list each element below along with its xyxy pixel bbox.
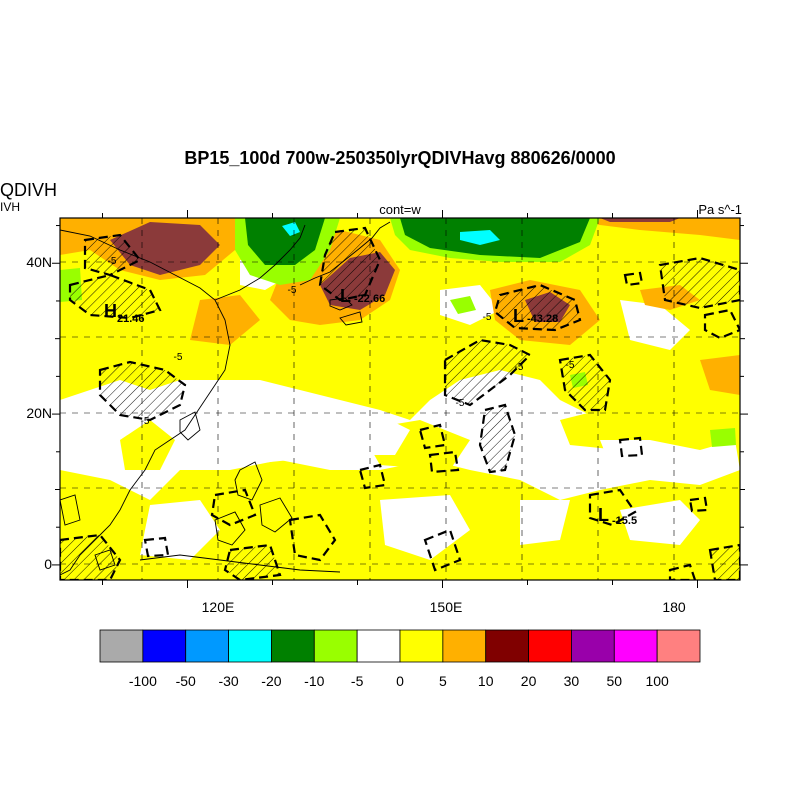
colorbar-swatch — [399, 629, 444, 663]
colorbar-label: 100 — [645, 673, 669, 689]
contour-label: cont=w — [379, 202, 421, 217]
x-tick-label-180: 180 — [662, 599, 686, 615]
colorbar-swatch — [313, 629, 358, 663]
low-center-marker-2: L — [513, 306, 524, 326]
colorbar-swatch — [185, 629, 229, 663]
coastlines — [60, 221, 391, 576]
colorbar-label: 0 — [396, 673, 404, 689]
colorbar-swatch — [99, 629, 144, 663]
low-center-marker-3: L — [598, 505, 609, 525]
map-panel — [60, 218, 740, 580]
colorbar-label: 20 — [521, 673, 537, 689]
x-tick-label-120: 120E — [202, 599, 235, 615]
contour-label-4: -5 — [288, 285, 297, 296]
y-axis-labels: 0 20N 40N — [26, 254, 52, 572]
colorbar-swatch — [613, 629, 658, 663]
colorbar-swatch — [142, 629, 187, 663]
low-center-value-2: -43.28 — [527, 313, 558, 325]
colorbar-swatch — [356, 629, 401, 663]
colorbar-swatch — [271, 629, 315, 663]
plot-title: BP15_100d 700w-250350lyrQDIVHavg 880626/… — [184, 148, 616, 168]
contour-label-6: -5 — [515, 362, 524, 373]
colorbar-label: -20 — [261, 673, 281, 689]
contour-label-1: -5 — [108, 256, 117, 267]
contour-labels: -5 -5 -5 -5 -5 -5 -5 -5 — [108, 256, 575, 427]
colorbar-label: -5 — [351, 673, 364, 689]
contour-label-8: -5 — [566, 360, 575, 371]
dashed-contours — [143, 271, 740, 580]
colorbar-swatch — [528, 629, 572, 663]
colorbar-label: 5 — [439, 673, 447, 689]
colorbar-label: -50 — [176, 673, 196, 689]
y-tick-label-20: 20N — [26, 405, 52, 421]
colorbar-label: -10 — [304, 673, 324, 689]
y-tick-label-40: 40N — [26, 254, 52, 270]
colorbar-swatch — [571, 629, 615, 663]
field-label: QDIVH — [0, 180, 58, 200]
gridlines — [60, 218, 740, 580]
map-frame — [59, 217, 741, 581]
colorbar-label: -30 — [218, 673, 238, 689]
x-axis-labels: 120E 150E 180 — [202, 599, 686, 615]
axis-ticks — [52, 210, 748, 588]
units-label: Pa s^-1 — [698, 202, 742, 217]
contour-label-5: -5 — [483, 312, 492, 323]
contour-label-7: -5 — [456, 398, 465, 409]
colorbar-swatch — [228, 629, 272, 663]
colorbar-label: 10 — [478, 673, 494, 689]
colorbar-label: 50 — [606, 673, 622, 689]
fill-greens — [60, 218, 736, 447]
high-center-value: 21.46 — [117, 313, 145, 325]
contour-label-2: -5 — [174, 352, 183, 363]
hatched-regions — [60, 226, 740, 580]
colorbar-swatch — [485, 629, 529, 663]
fill-white-gaps — [60, 255, 740, 560]
high-center-marker: H — [104, 301, 117, 321]
colorbar-label: -100 — [129, 673, 157, 689]
low-center-value-3: -15.5 — [612, 515, 637, 527]
colorbar-label: 30 — [564, 673, 580, 689]
field-sublabel: IVH — [0, 200, 21, 214]
x-tick-label-150: 150E — [430, 599, 463, 615]
y-tick-label-0: 0 — [44, 556, 52, 572]
pressure-centers: H 21.46 L -22.66 L -43.28 L -15.5 — [104, 286, 637, 527]
colorbar-swatch — [656, 629, 701, 663]
contour-label-3: -5 — [141, 416, 150, 427]
low-center-value-1: -22.66 — [354, 293, 385, 305]
colorbar-swatch — [442, 629, 487, 663]
colorbar: -100 -50 -30 -20 -10 -5 0 5 10 20 30 50 100 — [99, 629, 701, 689]
low-center-marker-1: L — [340, 286, 351, 306]
